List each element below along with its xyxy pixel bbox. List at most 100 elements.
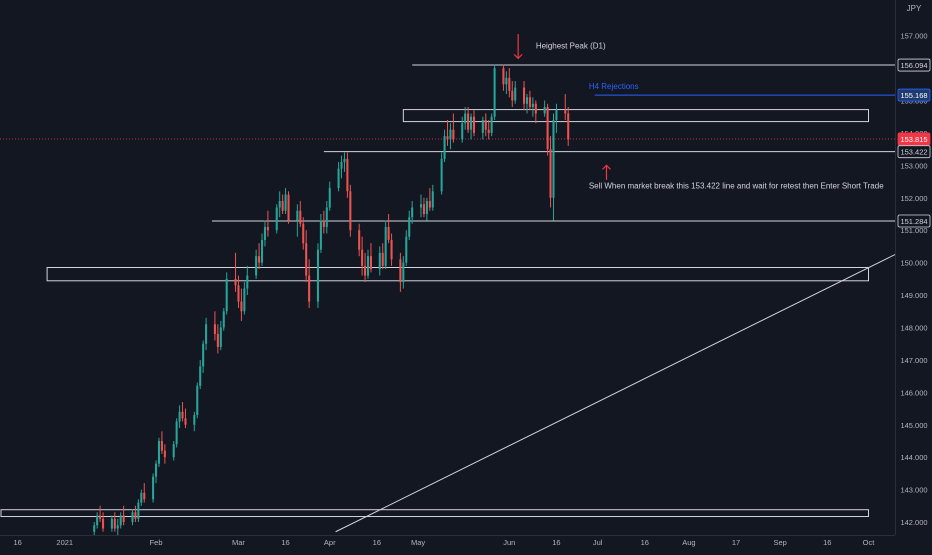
candle-body-40	[258, 256, 261, 263]
candle-body-31	[219, 327, 222, 347]
price-label-layer: 156.094 155.168 153.815 153.422 151.284	[897, 58, 931, 228]
time-axis-tick-2: Feb	[150, 538, 163, 547]
time-axis-tick-14: Sep	[774, 538, 787, 547]
candle-body-37	[243, 288, 246, 312]
price-axis-tick-16: 157.000	[900, 32, 927, 41]
candle-body-115	[567, 113, 570, 140]
candle-body-18	[163, 450, 166, 458]
currency-unit-label: JPY	[907, 4, 922, 13]
time-axis-tick-8: Jun	[503, 538, 515, 547]
time-axis-tick-16: Oct	[863, 538, 876, 547]
candle-body-79	[419, 204, 423, 208]
candle-body-43	[266, 226, 269, 231]
candle-body-80	[422, 204, 425, 214]
time-axis-tick-5: Apr	[324, 538, 336, 547]
candle-body-53	[308, 275, 311, 302]
price-label-box-0	[897, 58, 931, 72]
candle-body-55	[319, 220, 322, 250]
time-axis-tick-6: 16	[373, 538, 381, 547]
candle-body-38	[246, 275, 249, 289]
candle-body-70	[381, 252, 384, 266]
annotation-text-0: Heighest Peak (D1)	[536, 42, 606, 51]
price-label-1: 155.168	[900, 91, 927, 100]
price-label-box-1	[897, 88, 931, 102]
arrow-head-0	[513, 53, 523, 60]
candle-body-76	[405, 236, 408, 263]
candle-body-57	[325, 207, 328, 227]
candle-body-86	[446, 136, 449, 140]
candle-body-23	[184, 418, 187, 425]
candle-body-111	[549, 149, 552, 198]
time-axis-tick-11: 16	[641, 538, 649, 547]
time-axis-tick-15: 16	[823, 538, 831, 547]
candle-body-51	[302, 223, 305, 244]
candle-body-0	[93, 525, 96, 532]
candle-body-87	[449, 129, 452, 140]
candle-body-29	[213, 324, 216, 334]
candle-body-54	[316, 249, 319, 302]
trendline-layer	[335, 254, 896, 533]
time-axis-tick-3: Mar	[232, 538, 245, 547]
candle-body-72	[387, 226, 390, 240]
candle-body-81	[425, 201, 428, 214]
candle-body-15	[155, 463, 158, 477]
candle-body-114	[564, 110, 567, 114]
candle-body-96	[487, 129, 490, 133]
candle-body-47	[284, 194, 287, 211]
price-label-0: 156.094	[900, 61, 927, 70]
time-axis: 16 2021 Feb Mar 16 Apr 16 May Jun 16 Jul 16 Aug 17 Sep…	[13, 538, 875, 547]
candle-body-85	[443, 136, 446, 159]
candle-body-63	[349, 191, 352, 231]
price-axis-tick-11: 152.000	[900, 194, 927, 203]
candle-body-44	[275, 207, 278, 231]
candle-body-42	[263, 226, 266, 240]
candle-body-104	[523, 87, 526, 104]
candle-body-84	[440, 158, 443, 192]
candle-body-107	[531, 103, 534, 107]
candle-body-2	[99, 515, 102, 519]
candle-body-60	[340, 162, 343, 169]
candle-body-98	[493, 68, 496, 117]
candle-body-91	[467, 113, 470, 130]
candle-body-67	[366, 256, 370, 276]
candle-body-108	[534, 103, 537, 114]
candle-body-82	[428, 201, 431, 208]
time-axis-tick-9: 16	[552, 538, 560, 547]
candle-body-28	[205, 324, 208, 344]
candle-body-25	[196, 385, 199, 416]
candle-body-41	[260, 239, 264, 263]
candle-body-65	[361, 249, 364, 266]
candle-body-113	[555, 110, 558, 120]
candle-body-73	[390, 239, 393, 260]
candle-body-33	[225, 278, 228, 312]
candle-body-36	[240, 301, 243, 312]
candle-body-34	[234, 278, 237, 286]
candle-body-26	[199, 366, 202, 386]
annotation-text-1: H4 Rejections	[589, 82, 639, 91]
candle-body-90	[464, 113, 467, 124]
candle-body-112	[552, 119, 555, 198]
candle-body-10	[134, 512, 137, 519]
candle-body-93	[472, 116, 476, 133]
candle-body-5	[113, 518, 116, 529]
ascending-trendline	[335, 254, 896, 533]
candle-body-19	[172, 444, 175, 458]
candle-body-69	[378, 252, 381, 270]
candle-body-45	[278, 201, 281, 208]
price-label-box-2	[897, 132, 931, 146]
candle-body-14	[152, 476, 155, 500]
candle-body-97	[490, 116, 493, 133]
candle-body-17	[160, 440, 163, 451]
price-axis-tick-12: 153.000	[900, 161, 927, 170]
candle-body-22	[181, 411, 184, 419]
candle-body-7	[119, 515, 122, 526]
candle-body-105	[525, 97, 529, 104]
candle-body-13	[143, 492, 146, 500]
candle-body-48	[287, 194, 290, 221]
price-label-3: 153.422	[900, 148, 927, 157]
price-label-box-4	[897, 214, 931, 228]
candle-body-52	[305, 243, 308, 276]
